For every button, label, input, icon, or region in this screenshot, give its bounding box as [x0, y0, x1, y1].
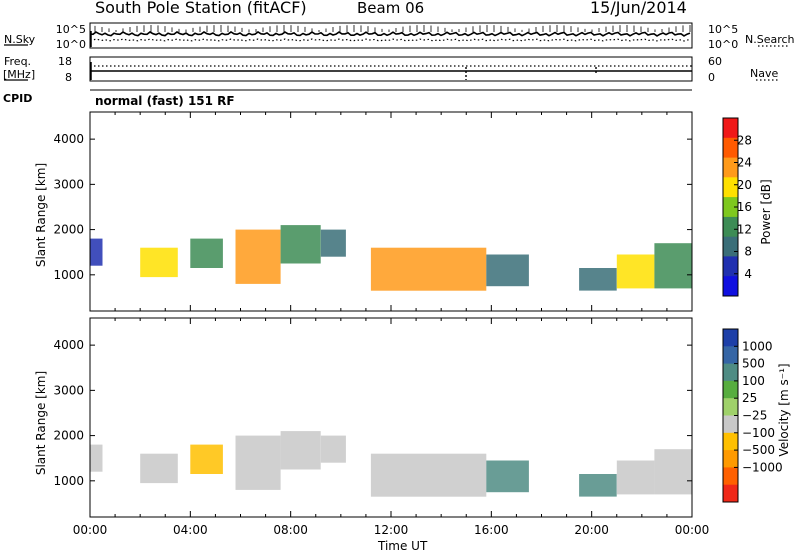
power-colorbar-cell: [723, 276, 738, 297]
freq-label-1: Freq.: [4, 55, 32, 68]
nsearch-tick-top: 10^5: [708, 23, 738, 36]
velocity-echo-region-9: [616, 460, 655, 495]
power-echo-region-7: [486, 254, 529, 287]
cpid-label: CPID: [3, 92, 33, 105]
velocity-colorbar-label: −100: [742, 426, 775, 440]
velocity-echo-region-2: [190, 444, 223, 474]
time-tick-label: 08:00: [273, 523, 308, 537]
power-colorbar-cell: [723, 118, 738, 139]
power-y-tick-label: 1000: [53, 268, 84, 282]
station-title: South Pole Station (fitACF): [95, 0, 307, 17]
power-colorbar-label: 8: [744, 245, 752, 259]
power-colorbar-cell: [723, 197, 738, 218]
power-colorbar-cell: [723, 216, 738, 238]
nsky-tick-bottom: 10^0: [56, 38, 86, 51]
velocity-colorbar-cell: [723, 450, 738, 468]
velocity-colorbar-label: 500: [742, 357, 765, 371]
time-tick-label: 16:00: [474, 523, 509, 537]
velocity-y-tick-label: 1000: [53, 474, 84, 488]
velocity-echo-region-5: [320, 435, 346, 463]
power-colorbar-label: 28: [737, 133, 752, 147]
power-colorbar-label: 4: [744, 267, 752, 281]
power-echo-region-8: [579, 268, 617, 291]
beam-label: Beam 06: [357, 0, 425, 17]
power-echo-region-1: [140, 247, 178, 278]
power-y-tick-label: 3000: [53, 177, 84, 191]
nsky-label: N.Sky: [4, 33, 36, 46]
time-tick-label: 00:00: [73, 523, 108, 537]
velocity-echo-region-4: [280, 431, 321, 470]
velocity-y-tick-label: 4000: [53, 338, 84, 352]
velocity-colorbar-label: −500: [742, 443, 775, 457]
velocity-colorbar-cell: [723, 467, 738, 486]
time-tick-label: 04:00: [173, 523, 208, 537]
power-echo-region-3: [235, 229, 281, 284]
velocity-colorbar-cell: [723, 484, 738, 503]
freq-label-2: [MHz]: [3, 68, 36, 81]
power-colorbar-label: 24: [737, 156, 752, 170]
velocity-colorbar-label: −25: [742, 409, 767, 423]
power-colorbar-cell: [723, 137, 738, 159]
time-tick-label: 00:00: [675, 523, 710, 537]
nsky-trace: [89, 31, 691, 37]
velocity-colorbar-cell: [723, 363, 738, 382]
power-echo-region-5: [320, 229, 346, 257]
date-label: 15/Jun/2014: [590, 0, 687, 17]
time-tick-label: 12:00: [374, 523, 409, 537]
power-colorbar-label: 12: [737, 222, 752, 236]
velocity-echo-region-6: [370, 453, 487, 497]
velocity-echo-region-3: [235, 435, 281, 490]
nsky-tick-top: 10^5: [56, 23, 86, 36]
velocity-colorbar-label: 25: [742, 391, 757, 405]
power-colorbar-cell: [723, 177, 738, 198]
power-y-tick-label: 2000: [53, 223, 84, 237]
nave-label: Nave: [750, 67, 779, 80]
power-colorbar-cell: [723, 236, 738, 257]
velocity-colorbar-label: 1000: [742, 339, 773, 353]
velocity-colorbar-cell: [723, 398, 738, 416]
freq-tick-top: 18: [58, 55, 72, 68]
freq-panel-frame: [89, 56, 693, 82]
velocity-colorbar-cell: [723, 346, 738, 365]
velocity-colorbar-cell: [723, 329, 738, 347]
velocity-echo-region-7: [486, 460, 529, 493]
nsky-panel-frame: [89, 22, 693, 49]
power-colorbar-label: 20: [737, 178, 752, 192]
velocity-y-tick-label: 3000: [53, 383, 84, 397]
power-y-tick-label: 4000: [53, 132, 84, 146]
nave-tick-top: 60: [708, 55, 722, 68]
time-tick-label: 20:00: [574, 523, 609, 537]
velocity-colorbar-cell: [723, 380, 738, 399]
velocity-colorbar-label: 100: [742, 374, 765, 388]
power-echo-region-0: [90, 238, 103, 266]
freq-tick-bottom: 8: [65, 71, 72, 84]
velocity-colorbar-label: −1000: [742, 460, 783, 474]
power-echo-region-10: [654, 243, 692, 289]
power-echo-region-6: [370, 247, 487, 291]
velocity-y-tick-label: 2000: [53, 429, 84, 443]
power-colorbar-label: 16: [737, 200, 752, 214]
power-echo-region-2: [190, 238, 223, 268]
nsearch-tick-bottom: 10^0: [708, 38, 738, 51]
x-axis-title: Time UT: [378, 539, 428, 553]
nave-tick-bottom: 0: [708, 71, 715, 84]
velocity-echo-region-10: [654, 449, 692, 495]
power-echo-region-4: [280, 225, 321, 264]
velocity-echo-region-0: [90, 444, 103, 472]
cpid-value: normal (fast) 151 RF: [95, 94, 235, 108]
velocity-echo-region-8: [579, 474, 617, 497]
velocity-colorbar-cell: [723, 415, 738, 434]
nsearch-label: N.Search: [745, 33, 795, 46]
velocity-echo-region-1: [140, 453, 178, 484]
velocity-colorbar-cell: [723, 432, 738, 451]
nsearch-trace: [89, 38, 691, 42]
power-colorbar-cell: [723, 256, 738, 277]
power-echo-region-9: [616, 254, 655, 289]
